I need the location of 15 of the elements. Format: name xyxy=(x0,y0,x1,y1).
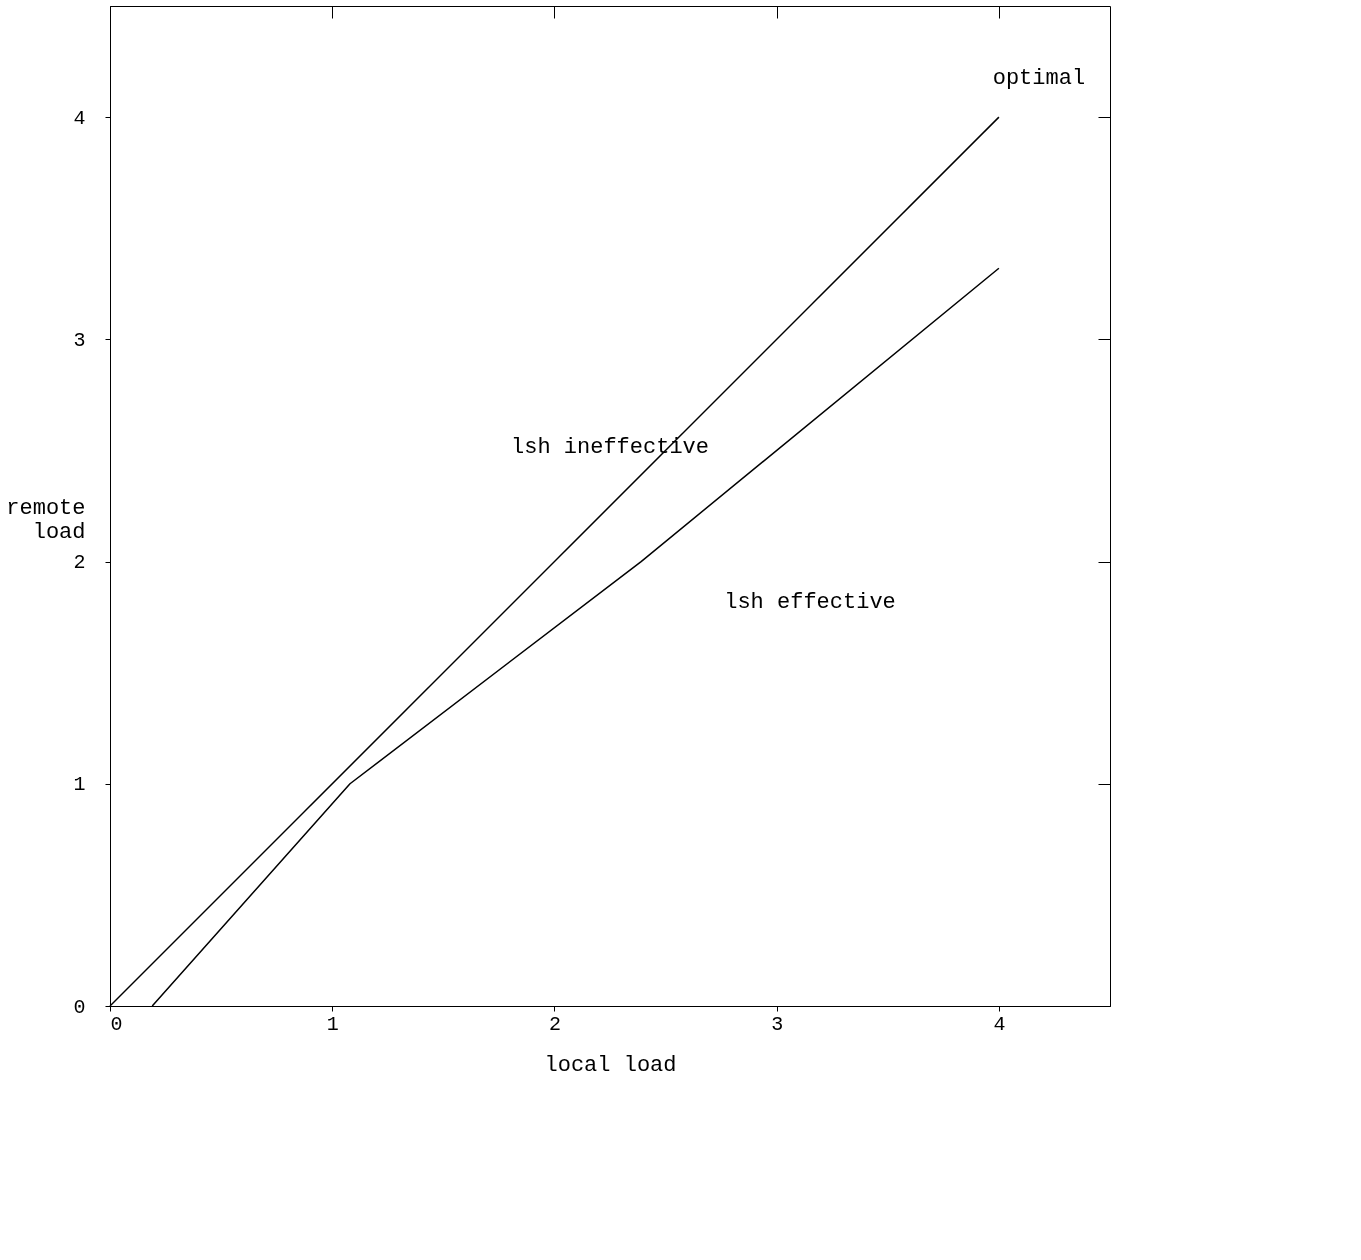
x-tick-label: 0 xyxy=(110,1012,123,1036)
x-axis-title: local load xyxy=(544,1052,677,1078)
y-tick-label: 4 xyxy=(73,106,86,130)
y-tick-label: 2 xyxy=(73,551,86,575)
x-tick-label: 4 xyxy=(993,1012,1006,1036)
x-tick-label: 3 xyxy=(771,1012,784,1036)
line-series xyxy=(151,267,1000,1007)
annotation: lsh effective xyxy=(724,590,896,615)
x-tick-label: 1 xyxy=(326,1012,339,1036)
series-label: optimal xyxy=(992,66,1086,92)
y-tick-label: 1 xyxy=(73,773,86,797)
x-tick-label: 2 xyxy=(548,1012,561,1036)
y-tick-label: 3 xyxy=(73,328,86,352)
y-axis-title: remote load xyxy=(6,495,86,545)
y-tick-label: 0 xyxy=(73,995,86,1019)
